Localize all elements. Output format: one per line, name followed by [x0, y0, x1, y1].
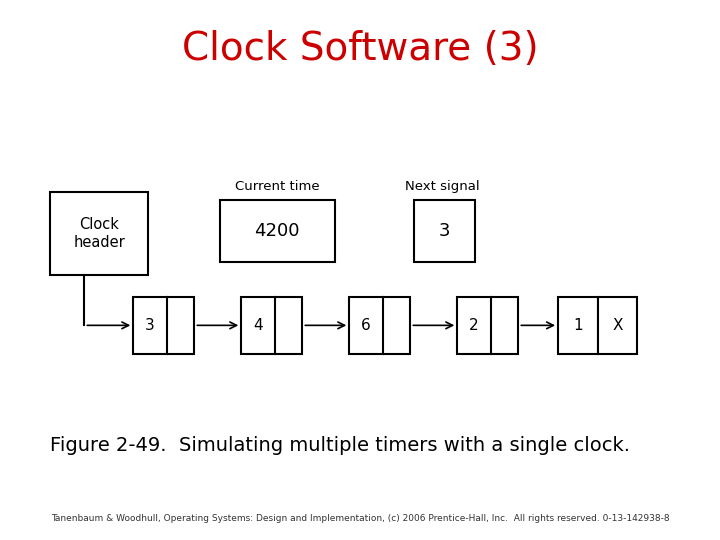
- Bar: [598, 297, 637, 354]
- Bar: [558, 297, 598, 354]
- Bar: [241, 297, 302, 354]
- Bar: [133, 297, 194, 354]
- Text: 2: 2: [469, 318, 479, 333]
- Text: 3: 3: [145, 318, 155, 333]
- Text: Figure 2-49.  Simulating multiple timers with a single clock.: Figure 2-49. Simulating multiple timers …: [50, 436, 631, 455]
- Text: 4: 4: [253, 318, 263, 333]
- Text: Clock
header: Clock header: [73, 217, 125, 249]
- Bar: [50, 192, 148, 275]
- Text: 1: 1: [573, 318, 582, 333]
- Bar: [220, 200, 335, 262]
- Bar: [457, 297, 518, 354]
- Text: Current time: Current time: [235, 180, 320, 193]
- Text: Tanenbaum & Woodhull, Operating Systems: Design and Implementation, (c) 2006 Pre: Tanenbaum & Woodhull, Operating Systems:…: [50, 514, 670, 523]
- Text: 3: 3: [439, 222, 450, 240]
- Bar: [414, 200, 475, 262]
- Text: Clock Software (3): Clock Software (3): [181, 30, 539, 68]
- Text: X: X: [612, 318, 623, 333]
- Text: Next signal: Next signal: [405, 180, 480, 193]
- Bar: [349, 297, 410, 354]
- Text: 4200: 4200: [254, 222, 300, 240]
- Text: 6: 6: [361, 318, 371, 333]
